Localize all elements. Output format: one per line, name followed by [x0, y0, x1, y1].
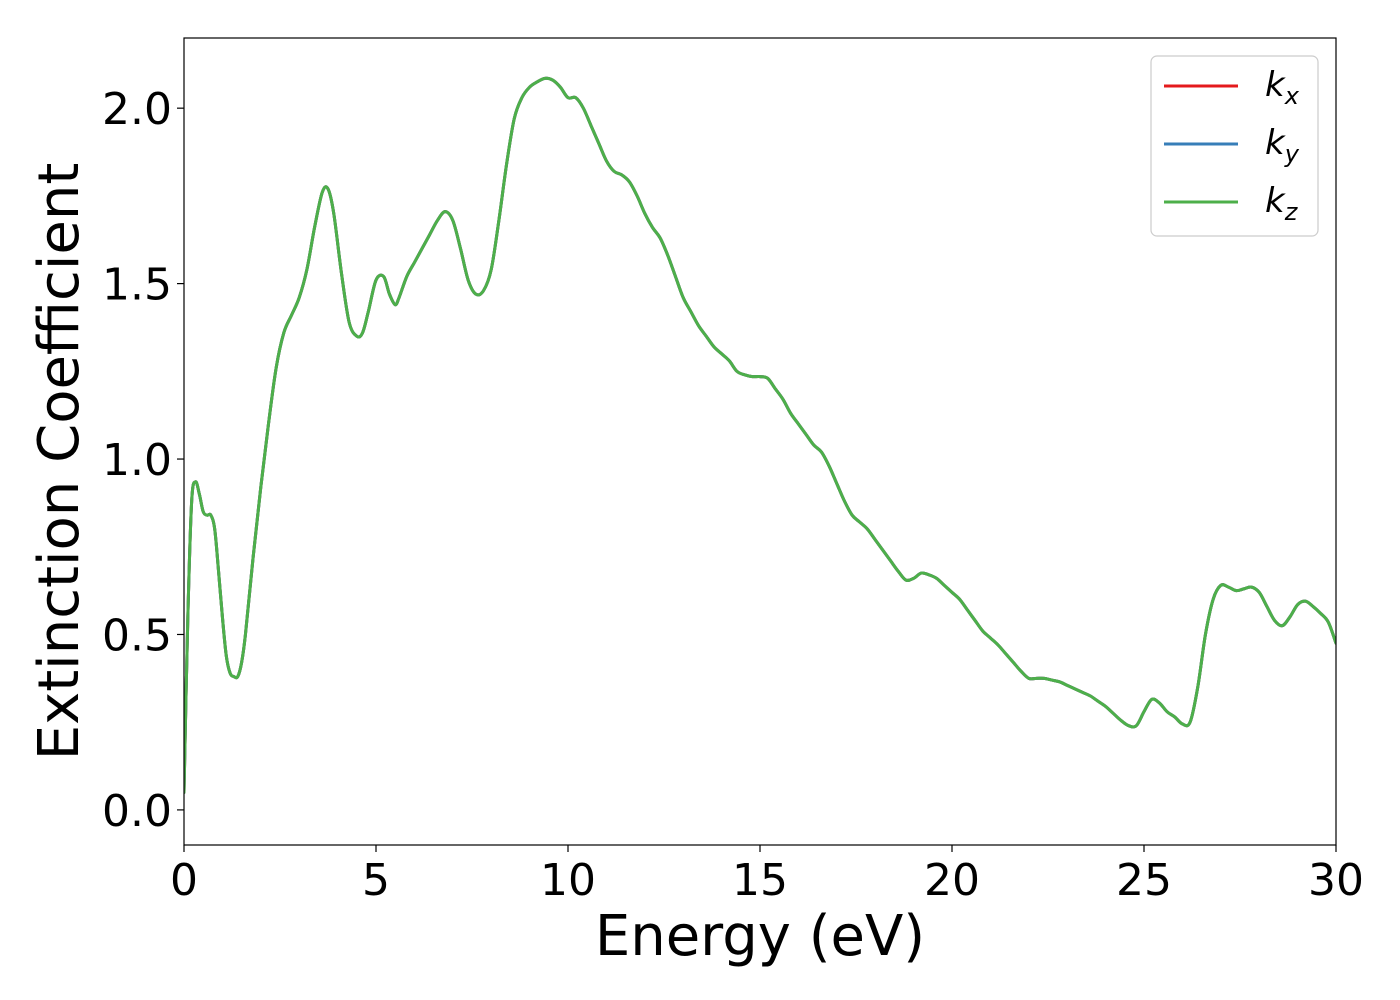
y-tick-label: 1.0	[102, 435, 172, 486]
x-tick-label: 20	[924, 855, 980, 906]
y-tick-label: 2.0	[102, 84, 172, 135]
legend: kx ky kz	[1150, 55, 1319, 237]
x-tick-label: 0	[170, 855, 198, 906]
x-tick-label: 5	[362, 855, 390, 906]
x-tick-label: 10	[540, 855, 596, 906]
y-tick-label: 1.5	[102, 260, 172, 311]
x-tick-label: 30	[1308, 855, 1364, 906]
y-tick-label: 0.0	[102, 786, 172, 837]
series-line-kz	[184, 76, 1336, 794]
legend-label-kz: kz	[1265, 181, 1299, 226]
x-tick-label: 15	[732, 855, 788, 906]
x-axis: 0 5 10 15 20 25 30	[170, 845, 1364, 906]
y-axis: 0.0 0.5 1.0 1.5 2.0	[102, 84, 184, 837]
legend-box	[1150, 55, 1319, 237]
legend-label-kx: kx	[1265, 65, 1300, 110]
legend-label-ky: ky	[1265, 123, 1300, 168]
y-axis-label: Extinction Coefficient	[27, 163, 92, 761]
series-layer	[184, 76, 1336, 794]
x-tick-label: 25	[1116, 855, 1172, 906]
x-axis-label: Energy (eV)	[595, 904, 925, 969]
y-tick-label: 0.5	[102, 610, 172, 661]
